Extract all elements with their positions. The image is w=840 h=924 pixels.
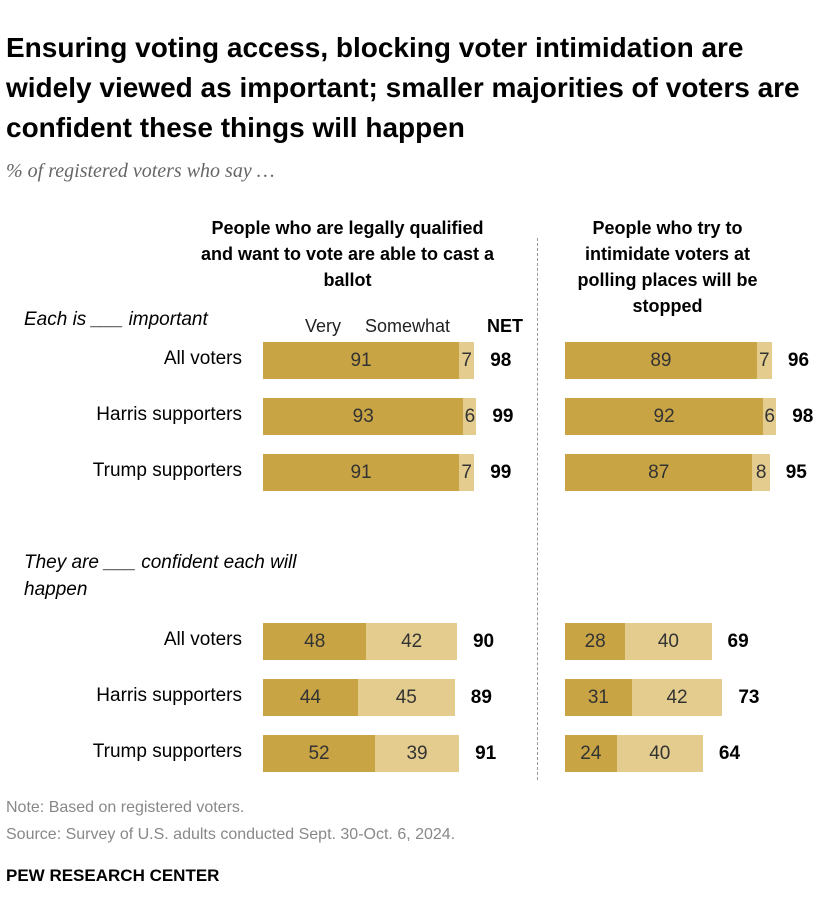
net-label: 89	[470, 686, 492, 708]
chart-title: Ensuring voting access, blocking voter i…	[6, 32, 800, 143]
value-label: 6	[764, 405, 775, 427]
value-label: 7	[461, 461, 472, 483]
bar-segment	[565, 734, 617, 772]
bar-segment	[631, 678, 723, 716]
value-label: 31	[587, 686, 609, 708]
value-label: 92	[653, 405, 675, 427]
bar-segment	[565, 453, 753, 491]
value-label: 24	[580, 742, 602, 764]
bar-segment	[463, 397, 477, 435]
category-label: Harris supporters	[96, 685, 242, 706]
bar-segment	[565, 341, 757, 379]
category-label: Trump supporters	[92, 741, 242, 762]
bar-segment	[263, 453, 460, 491]
bar-segment	[625, 622, 712, 660]
bar-segment	[763, 397, 777, 435]
bar-segment	[459, 453, 475, 491]
bar-segment	[263, 397, 464, 435]
bar-segment	[263, 341, 460, 379]
net-label: 95	[785, 461, 807, 483]
column-header: People who try to intimidate voters at p…	[577, 218, 758, 316]
value-label: 7	[461, 349, 472, 371]
bar-segment	[375, 734, 460, 772]
source: Source: Survey of U.S. adults conducted …	[6, 826, 456, 843]
category-label: Harris supporters	[96, 404, 242, 425]
category-label: All voters	[163, 629, 242, 650]
net-label: 98	[792, 405, 814, 427]
value-label: 7	[759, 349, 770, 371]
value-label: 42	[401, 630, 423, 652]
net-label: 73	[738, 686, 760, 708]
net-label: 99	[492, 405, 514, 427]
net-label: 90	[472, 630, 495, 652]
value-label: 45	[395, 686, 417, 708]
net-label: 99	[490, 461, 512, 483]
category-label: Trump supporters	[92, 460, 242, 481]
value-label: 52	[308, 742, 330, 764]
value-label: 6	[464, 405, 476, 427]
section-label: They are ___ confident each will happen	[24, 552, 297, 600]
bar-segment	[752, 453, 770, 491]
bar-segment	[565, 397, 764, 435]
bar-segment	[756, 341, 772, 379]
net-label: 98	[490, 349, 512, 371]
bar-segment	[565, 678, 632, 716]
bar-segment	[459, 341, 475, 379]
net-label: 69	[727, 630, 749, 652]
column-header: People who are legally qualified and wan…	[200, 218, 495, 290]
bar-segment	[263, 622, 367, 660]
net-label: 64	[718, 742, 741, 764]
legend-label: NET	[487, 316, 523, 336]
bar-segment	[263, 678, 358, 716]
value-label: 89	[650, 349, 672, 371]
bar-segment	[565, 622, 626, 660]
value-label: 8	[755, 461, 767, 483]
value-label: 42	[666, 686, 688, 708]
net-label: 91	[475, 742, 497, 764]
value-label: 91	[350, 461, 372, 483]
section-label: Each is ___ important	[24, 309, 208, 330]
net-label: 96	[787, 349, 810, 371]
value-label: 48	[304, 630, 326, 652]
value-label: 91	[350, 349, 372, 371]
legend-label: Very	[305, 316, 342, 336]
value-label: 44	[299, 686, 321, 708]
value-label: 93	[352, 405, 374, 427]
divider	[537, 238, 538, 780]
note: Note: Based on registered voters.	[6, 799, 245, 816]
bar-segment	[366, 622, 457, 660]
value-label: 87	[648, 461, 670, 483]
value-label: 39	[406, 742, 428, 764]
bar-segment	[616, 734, 703, 772]
category-label: All voters	[163, 348, 242, 369]
subtitle: % of registered voters who say …	[6, 160, 275, 182]
bar-segment	[263, 734, 376, 772]
footer: PEW RESEARCH CENTER	[6, 866, 220, 885]
value-label: 40	[657, 630, 679, 652]
legend-label: Somewhat	[365, 316, 451, 336]
value-label: 40	[649, 742, 671, 764]
value-label: 28	[584, 630, 606, 652]
bar-segment	[357, 678, 455, 716]
